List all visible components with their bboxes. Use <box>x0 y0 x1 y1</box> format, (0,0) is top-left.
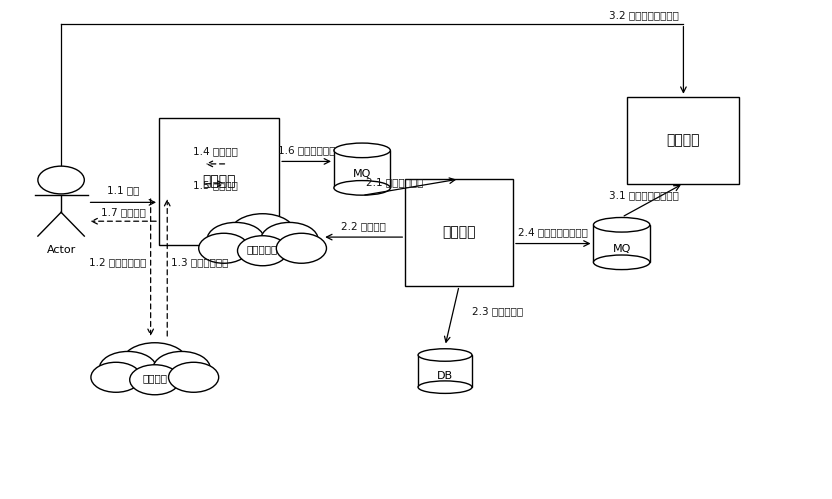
Ellipse shape <box>334 181 390 195</box>
Text: 1.3 返回下单记录: 1.3 返回下单记录 <box>171 257 229 267</box>
Circle shape <box>237 236 288 266</box>
Ellipse shape <box>334 143 390 158</box>
Text: 通知服务: 通知服务 <box>666 133 701 147</box>
Bar <box>334 150 390 188</box>
Circle shape <box>122 343 188 382</box>
Text: DB: DB <box>437 371 453 381</box>
Bar <box>405 179 513 286</box>
Text: MQ: MQ <box>612 244 631 253</box>
Text: 2.2 扣减库存: 2.2 扣减库存 <box>341 221 386 231</box>
Bar <box>159 118 280 245</box>
Text: 3.1 消费下单成功消息: 3.1 消费下单成功消息 <box>609 191 679 201</box>
Text: 下单记录: 下单记录 <box>142 374 167 384</box>
Text: 2.1 消费下单消息: 2.1 消费下单消息 <box>366 177 423 187</box>
Circle shape <box>169 362 219 392</box>
Ellipse shape <box>418 349 472 361</box>
Circle shape <box>99 351 156 386</box>
Text: 1.4 查询库存: 1.4 查询库存 <box>193 147 238 157</box>
Circle shape <box>199 233 249 263</box>
Text: Actor: Actor <box>47 245 76 254</box>
Text: 2.3 持久化订单: 2.3 持久化订单 <box>472 306 522 316</box>
Circle shape <box>230 214 295 253</box>
Bar <box>418 355 472 387</box>
Bar <box>593 225 650 262</box>
Circle shape <box>91 362 141 392</box>
Circle shape <box>260 223 318 256</box>
Circle shape <box>276 233 326 263</box>
Text: 2.4 发送下单成功消息: 2.4 发送下单成功消息 <box>518 227 588 237</box>
Circle shape <box>153 351 210 386</box>
Circle shape <box>130 365 180 395</box>
Circle shape <box>207 223 265 256</box>
Ellipse shape <box>418 381 472 393</box>
Text: 1.2 查询下单记录: 1.2 查询下单记录 <box>89 257 146 267</box>
Text: 1.7 返回成功: 1.7 返回成功 <box>101 207 146 217</box>
Bar <box>627 97 740 184</box>
Text: 1.6 创建下单消息: 1.6 创建下单消息 <box>278 146 335 156</box>
Text: 3.2 通知用户支付订单: 3.2 通知用户支付订单 <box>609 10 679 20</box>
Text: MQ: MQ <box>353 169 371 179</box>
Text: 秒杀服务: 秒杀服务 <box>202 174 235 188</box>
Text: 预库存缓存: 预库存缓存 <box>247 245 278 254</box>
Text: 订单服务: 订单服务 <box>443 226 476 240</box>
Ellipse shape <box>593 255 650 269</box>
Text: 1.1 下单: 1.1 下单 <box>107 185 140 195</box>
Ellipse shape <box>593 218 650 232</box>
Text: 1.5 返回库存: 1.5 返回库存 <box>193 180 238 190</box>
